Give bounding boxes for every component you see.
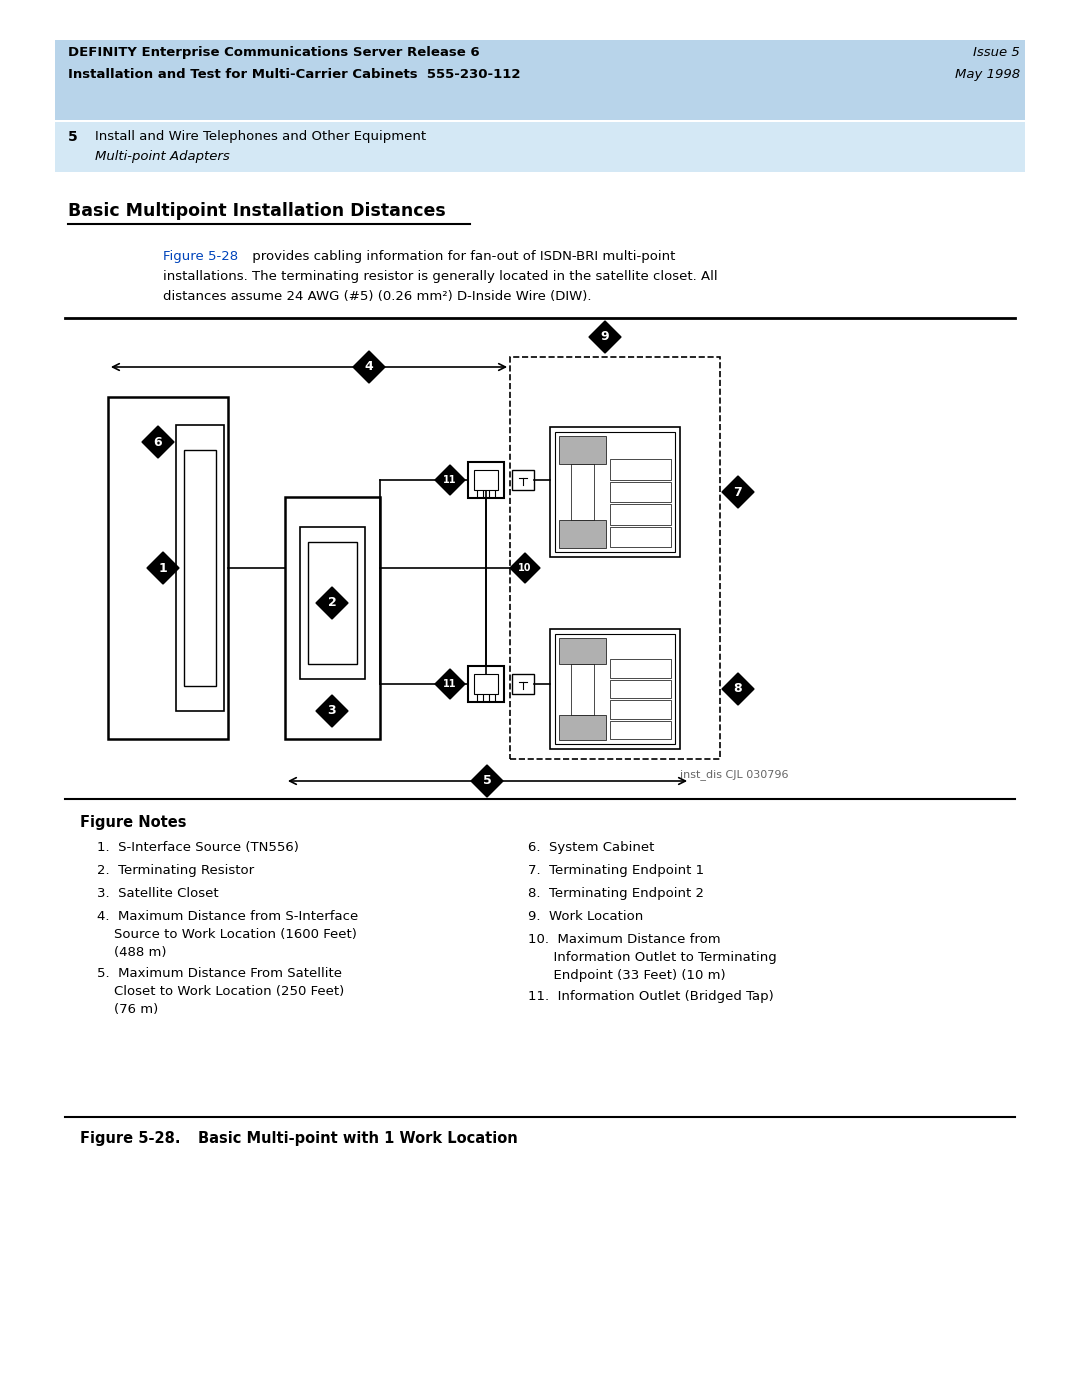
Text: Multi-point Adapters: Multi-point Adapters (95, 149, 230, 163)
Bar (550, 427, 680, 557)
Polygon shape (723, 476, 754, 509)
Polygon shape (723, 673, 754, 705)
Bar (570, 464, 594, 520)
Bar (559, 638, 606, 664)
Polygon shape (435, 669, 465, 698)
Text: Figure 5-28: Figure 5-28 (163, 250, 238, 263)
Text: 3: 3 (327, 704, 336, 718)
Bar (610, 460, 671, 479)
Text: 11.  Information Outlet (Bridged Tap): 11. Information Outlet (Bridged Tap) (528, 990, 773, 1003)
Text: provides cabling information for fan-out of ISDN-BRI multi-point: provides cabling information for fan-out… (248, 250, 675, 263)
Bar (468, 666, 504, 703)
Bar (610, 700, 671, 718)
Bar (610, 504, 671, 525)
Bar (550, 629, 680, 749)
Text: 10: 10 (518, 563, 531, 573)
Text: May 1998: May 1998 (955, 68, 1020, 81)
Text: Figure Notes: Figure Notes (80, 814, 187, 830)
Text: Basic Multi-point with 1 Work Location: Basic Multi-point with 1 Work Location (198, 1132, 517, 1146)
Text: 11: 11 (443, 475, 457, 485)
Bar (570, 664, 594, 714)
Bar (610, 482, 671, 502)
Text: 6: 6 (153, 436, 162, 448)
Polygon shape (589, 321, 621, 353)
FancyBboxPatch shape (474, 471, 498, 490)
Bar (55, 41, 1025, 120)
Bar (559, 714, 606, 740)
Text: 2: 2 (327, 597, 336, 609)
Text: Figure 5-28.: Figure 5-28. (80, 1132, 180, 1146)
Bar (108, 397, 228, 739)
Polygon shape (471, 766, 503, 798)
Text: 1.  S-Interface Source (TN556): 1. S-Interface Source (TN556) (97, 841, 299, 854)
Bar (308, 542, 357, 664)
Bar (176, 425, 224, 711)
Text: 9: 9 (600, 331, 609, 344)
Text: inst_dis CJL 030796: inst_dis CJL 030796 (680, 768, 788, 780)
Text: Basic Multipoint Installation Distances: Basic Multipoint Installation Distances (68, 203, 446, 219)
Text: distances assume 24 AWG (#5) (0.26 mm²) D-Inside Wire (DIW).: distances assume 24 AWG (#5) (0.26 mm²) … (163, 291, 592, 303)
Bar (555, 432, 675, 552)
Text: 10.  Maximum Distance from
      Information Outlet to Terminating
      Endpoin: 10. Maximum Distance from Information Ou… (528, 933, 777, 982)
Polygon shape (316, 694, 348, 726)
Text: 4.  Maximum Distance from S-Interface
    Source to Work Location (1600 Feet)
  : 4. Maximum Distance from S-Interface Sou… (97, 909, 359, 958)
Bar (555, 634, 675, 745)
Polygon shape (435, 465, 465, 495)
Polygon shape (353, 351, 384, 383)
Text: 7: 7 (733, 486, 742, 499)
Text: Installation and Test for Multi-Carrier Cabinets  555-230-112: Installation and Test for Multi-Carrier … (68, 68, 521, 81)
Text: Issue 5: Issue 5 (973, 46, 1020, 59)
Text: 5: 5 (68, 130, 78, 144)
Bar (285, 497, 380, 739)
Text: 6.  System Cabinet: 6. System Cabinet (528, 841, 654, 854)
Text: 11: 11 (443, 679, 457, 689)
Bar (559, 520, 606, 548)
Text: Install and Wire Telephones and Other Equipment: Install and Wire Telephones and Other Eq… (95, 130, 427, 142)
Polygon shape (316, 587, 348, 619)
Bar (55, 122, 1025, 172)
Bar (468, 462, 504, 497)
Text: DEFINITY Enterprise Communications Server Release 6: DEFINITY Enterprise Communications Serve… (68, 46, 480, 59)
Bar (184, 450, 216, 686)
Polygon shape (141, 426, 174, 458)
FancyBboxPatch shape (474, 675, 498, 694)
Bar (610, 659, 671, 678)
Polygon shape (510, 553, 540, 583)
Text: installations. The terminating resistor is generally located in the satellite cl: installations. The terminating resistor … (163, 270, 717, 284)
Bar (559, 436, 606, 464)
Bar (610, 680, 671, 698)
Text: 3.  Satellite Closet: 3. Satellite Closet (97, 887, 218, 900)
Text: 5.  Maximum Distance From Satellite
    Closet to Work Location (250 Feet)
    (: 5. Maximum Distance From Satellite Close… (97, 967, 345, 1016)
Bar (510, 358, 720, 759)
Bar (512, 673, 534, 694)
Bar (512, 469, 534, 490)
Text: 9.  Work Location: 9. Work Location (528, 909, 644, 923)
Text: 2.  Terminating Resistor: 2. Terminating Resistor (97, 863, 254, 877)
Text: 1: 1 (159, 562, 167, 574)
Bar (610, 527, 671, 548)
Polygon shape (147, 552, 179, 584)
Text: 8: 8 (733, 683, 742, 696)
Text: 5: 5 (483, 774, 491, 788)
Bar (300, 527, 365, 679)
Text: 8.  Terminating Endpoint 2: 8. Terminating Endpoint 2 (528, 887, 704, 900)
Bar (610, 721, 671, 739)
Text: 7.  Terminating Endpoint 1: 7. Terminating Endpoint 1 (528, 863, 704, 877)
Text: 4: 4 (365, 360, 374, 373)
